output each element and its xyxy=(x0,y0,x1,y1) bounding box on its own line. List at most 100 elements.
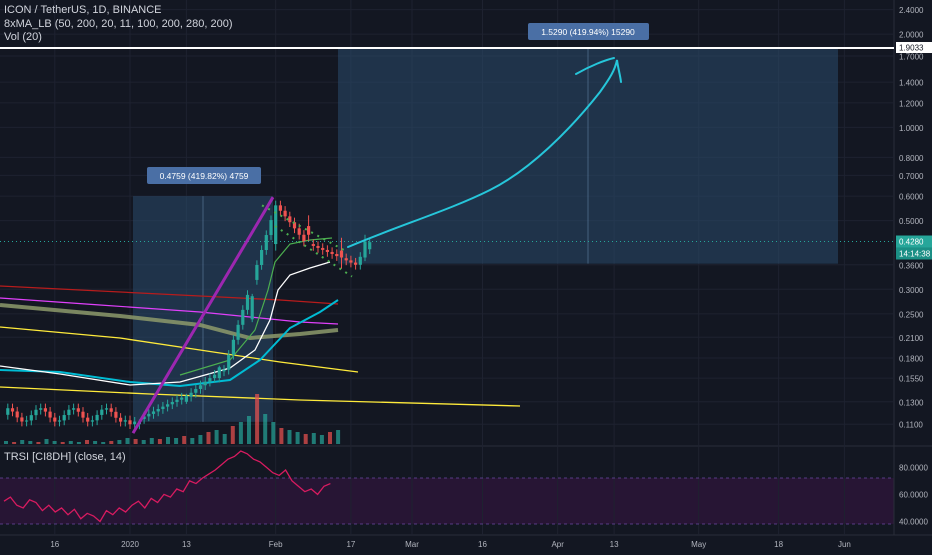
volume-bar xyxy=(238,422,243,444)
candle-body xyxy=(142,416,146,419)
candle-body xyxy=(241,309,245,325)
volume-bar xyxy=(36,442,41,444)
countdown-badge xyxy=(896,247,932,260)
volume-bar xyxy=(247,416,251,444)
candle-body xyxy=(288,216,292,223)
candle-body xyxy=(104,408,109,410)
candle-body xyxy=(194,388,198,393)
volume-bar xyxy=(85,440,89,444)
volume-bar xyxy=(28,441,33,444)
yellow-trend-lower xyxy=(0,386,521,407)
first-move-label: 0.4759 (419.82%) 4759 xyxy=(160,171,249,181)
rsi-axis[interactable]: 80.0000 60.0000 40.0000 xyxy=(899,463,928,526)
candle-body xyxy=(208,378,212,382)
candle-body xyxy=(217,367,221,379)
price-tick-label: 2.4000 xyxy=(899,6,924,15)
rsi-indicator-label[interactable]: TRSI [CI8DH] (close, 14) xyxy=(4,451,126,463)
candle-body xyxy=(72,408,76,410)
candle-body xyxy=(344,258,348,261)
candle-body xyxy=(76,408,80,412)
projected-move-label: 1.5290 (419.94%) 15290 xyxy=(541,27,635,37)
volume-bar xyxy=(109,441,114,444)
volume-bar xyxy=(52,441,57,444)
volume-bar xyxy=(76,442,81,444)
candle-body xyxy=(250,296,254,320)
candle-body xyxy=(170,401,174,405)
candle-body xyxy=(278,205,282,211)
candle-body xyxy=(349,260,353,263)
candle-body xyxy=(20,417,24,422)
rsi-line xyxy=(3,450,331,523)
candle-body xyxy=(283,210,287,217)
volume-bar xyxy=(44,439,49,444)
candle-body xyxy=(198,385,203,389)
volume-bar xyxy=(303,434,308,444)
price-tick-label: 0.1100 xyxy=(899,421,923,430)
candle-body xyxy=(180,397,184,400)
candle-body xyxy=(6,408,10,415)
candle-body xyxy=(297,228,301,235)
volume-indicator-label[interactable]: Vol (20) xyxy=(4,31,42,43)
candles xyxy=(6,200,372,430)
volume-bars xyxy=(4,394,341,444)
ma-olive-thick xyxy=(0,303,339,341)
rsi-tick-label: 40.0000 xyxy=(899,517,928,526)
candle-body xyxy=(307,226,311,235)
candle-body xyxy=(90,420,94,422)
candle-body xyxy=(292,222,297,229)
volume-bar xyxy=(101,442,106,444)
rsi-band xyxy=(0,478,894,524)
volume-bar xyxy=(4,441,8,444)
time-tick-label: 2020 xyxy=(121,540,139,549)
volume-bar xyxy=(141,440,146,444)
candle-body xyxy=(133,421,137,425)
candle-body xyxy=(100,409,104,415)
volume-bar xyxy=(287,430,292,444)
candle-body xyxy=(128,420,132,425)
candle-body xyxy=(67,409,71,416)
volume-bar xyxy=(190,438,195,444)
candle-body xyxy=(302,234,306,242)
time-tick-label: Apr xyxy=(551,540,564,549)
price-tick-label: 1.0000 xyxy=(899,124,924,133)
candle-body xyxy=(222,369,226,372)
candle-body xyxy=(114,411,118,418)
volume-bar xyxy=(125,438,130,444)
candle-body xyxy=(62,415,66,421)
candle-body xyxy=(339,250,344,258)
candle-body xyxy=(354,262,358,265)
volume-bar xyxy=(93,441,98,444)
symbol-title[interactable]: ICON / TetherUS, 1D, BINANCE xyxy=(4,4,162,16)
price-tick-label: 1.2000 xyxy=(899,99,924,108)
candle-body xyxy=(147,413,151,417)
volume-bar xyxy=(174,438,179,444)
candle-body xyxy=(189,392,193,397)
price-axis[interactable]: 2.4000 2.0000 1.7000 1.4000 1.2000 1.0000 0.80… xyxy=(899,6,924,430)
time-axis[interactable]: 16 2020 13 Feb 17 Mar 16 Apr 13 May 18 Jun xyxy=(50,540,851,549)
volume-bar xyxy=(133,439,138,444)
volume-bar xyxy=(279,428,284,444)
price-tick-label: 0.2100 xyxy=(899,334,924,343)
price-tick-label: 1.4000 xyxy=(899,79,924,88)
time-tick-label: 17 xyxy=(346,540,355,549)
volume-bar xyxy=(214,430,219,444)
resistance-badge xyxy=(896,42,932,53)
candle-body xyxy=(166,404,170,407)
candle-body xyxy=(39,408,43,410)
candle-body xyxy=(227,354,231,370)
ma-indicator-label[interactable]: 8xMA_LB (50, 200, 20, 11, 100, 200, 280,… xyxy=(4,18,233,30)
wedge-upper xyxy=(261,204,346,252)
last-price-badge xyxy=(896,235,932,248)
candle-body xyxy=(316,245,320,248)
time-tick-label: 16 xyxy=(478,540,487,549)
projected-move-label-box xyxy=(528,23,649,40)
volume-bar xyxy=(263,414,268,444)
time-tick-label: 13 xyxy=(610,540,619,549)
drawings xyxy=(0,47,894,434)
ma-magenta xyxy=(0,297,339,325)
resistance-badge-label: 1.9033 xyxy=(899,44,924,53)
candle-body xyxy=(311,244,315,246)
candle-body xyxy=(57,420,62,422)
